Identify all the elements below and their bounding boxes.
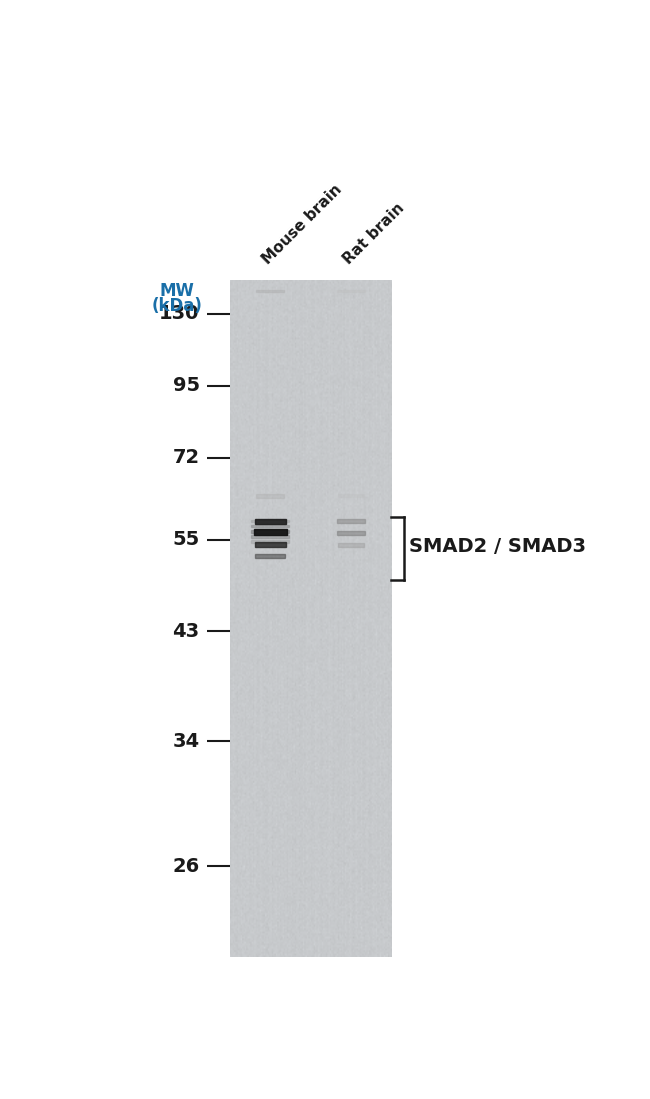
Text: Mouse brain: Mouse brain <box>259 182 345 267</box>
Bar <box>337 531 365 535</box>
Text: 43: 43 <box>172 622 200 641</box>
Text: SMAD2 / SMAD3: SMAD2 / SMAD3 <box>409 537 586 556</box>
Bar <box>252 535 289 537</box>
Bar <box>337 290 365 292</box>
Bar <box>337 495 364 498</box>
Text: (kDa): (kDa) <box>151 297 202 315</box>
Bar <box>252 530 289 533</box>
Text: 26: 26 <box>172 857 200 876</box>
Text: 72: 72 <box>172 448 200 467</box>
Bar <box>252 541 289 543</box>
Bar <box>337 519 365 523</box>
Text: Rat brain: Rat brain <box>340 200 407 267</box>
Bar <box>337 543 364 546</box>
Text: 34: 34 <box>172 732 200 751</box>
Text: MW: MW <box>159 282 194 300</box>
Bar <box>254 530 287 535</box>
Bar <box>256 493 284 498</box>
Bar <box>255 542 286 547</box>
Text: 130: 130 <box>159 304 200 323</box>
Bar <box>252 525 289 528</box>
Bar <box>256 290 284 292</box>
Bar <box>252 520 289 522</box>
Bar <box>255 519 286 524</box>
Bar <box>255 554 285 557</box>
Text: 95: 95 <box>172 376 200 396</box>
Text: 55: 55 <box>172 530 200 550</box>
